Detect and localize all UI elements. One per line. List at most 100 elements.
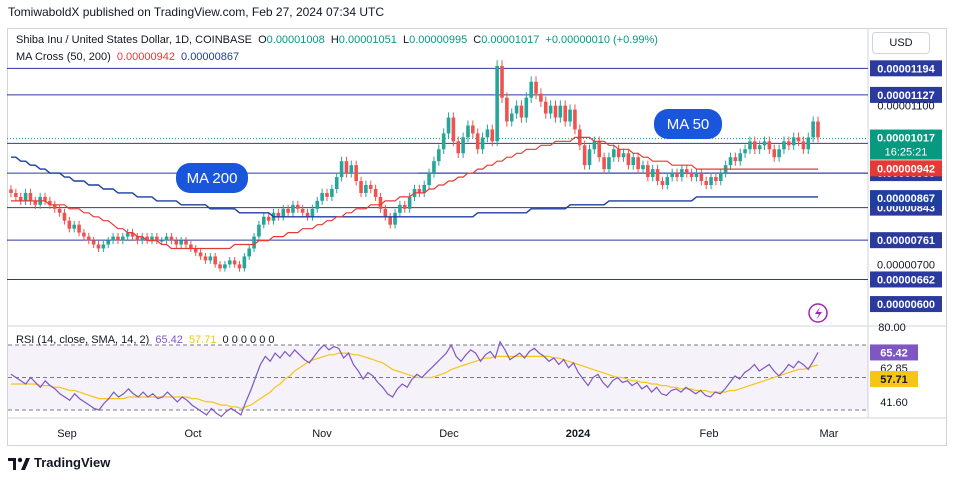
candle-body <box>393 212 397 225</box>
candle-body <box>315 200 320 209</box>
candle-body <box>451 117 456 142</box>
candle-body <box>383 208 388 217</box>
alert-lightning-icon <box>808 303 828 323</box>
tradingview-brand[interactable]: TradingView <box>8 455 110 470</box>
candle-body <box>422 185 427 193</box>
candle-body <box>524 97 529 118</box>
currency-button[interactable]: USD <box>872 32 930 54</box>
ma200-axis-label: 0.00000867 <box>877 193 935 205</box>
price-axis-label: 0.00001194 <box>877 63 935 75</box>
symbol-title[interactable]: Shiba Inu / United States Dollar, 1D, CO… <box>16 34 253 46</box>
candle-body <box>354 165 358 182</box>
candle-body <box>96 244 101 249</box>
candle-body <box>680 169 684 178</box>
candle-body <box>334 177 339 189</box>
candle-body <box>300 208 305 213</box>
candle-body <box>480 137 485 150</box>
price-axis-label-box <box>870 296 942 313</box>
candle-body <box>402 204 407 209</box>
candle-body <box>344 161 349 174</box>
candle-body <box>738 153 743 162</box>
rsi-legend-zeros: 0 0 0 0 0 0 <box>222 334 275 346</box>
candle-body <box>446 117 451 134</box>
candle-body <box>150 236 154 241</box>
candle-body <box>514 105 519 114</box>
candle-body <box>310 208 315 217</box>
candle-body <box>772 149 777 158</box>
candle-body <box>330 188 334 197</box>
current-price-label: 0.00001017 <box>877 133 935 145</box>
candle-body <box>276 212 281 217</box>
candle-body <box>670 173 674 178</box>
candle-body <box>636 157 640 170</box>
price-axis-label: 0.00000761 <box>877 235 935 247</box>
candle-body <box>116 236 120 241</box>
candle-body <box>505 97 509 122</box>
candle-body <box>757 145 762 150</box>
price-axis-label-box <box>870 60 942 77</box>
candle-body <box>52 204 57 209</box>
candle-body <box>568 109 572 122</box>
candle-body <box>714 177 718 182</box>
symbol-legend-row: Shiba Inu / United States Dollar, 1D, CO… <box>16 34 661 46</box>
candle-body <box>174 240 179 245</box>
candle-body <box>359 181 363 193</box>
candle-body <box>631 157 636 166</box>
candle-body <box>553 105 558 118</box>
candle-body <box>407 196 412 209</box>
candle-body <box>509 113 514 122</box>
rsi-label[interactable]: RSI (14, close, SMA, 14, 2) <box>16 334 150 346</box>
candle-body <box>650 169 655 178</box>
ma200-line <box>11 156 818 218</box>
candle-body <box>689 173 694 178</box>
candle-body <box>82 232 86 237</box>
candle-body <box>179 240 183 245</box>
candle-body <box>466 125 470 138</box>
candle-body <box>811 121 815 138</box>
candle-body <box>232 260 237 265</box>
candle-body <box>364 185 368 193</box>
candle-body <box>261 216 266 225</box>
ma-cross-label[interactable]: MA Cross (50, 200) <box>16 51 111 63</box>
candle-body <box>291 204 295 213</box>
candle-body <box>704 181 708 185</box>
candle-body <box>500 65 504 98</box>
candle-body <box>602 157 606 170</box>
candle-body <box>159 240 164 242</box>
candle-body <box>495 65 499 142</box>
price-axis-label-box <box>870 232 942 249</box>
candle-body <box>621 153 626 158</box>
tradingview-logo-icon <box>8 457 30 470</box>
candle-body <box>427 173 431 185</box>
time-axis-tick-label: Nov <box>312 428 332 440</box>
rsi-axis-label-box <box>870 370 918 387</box>
rsi-axis-top-label: 80.00 <box>878 322 906 334</box>
time-axis-tick-label: Feb <box>700 428 719 440</box>
candle-body <box>684 169 689 174</box>
candle-body <box>782 141 786 150</box>
candle-body <box>9 189 13 193</box>
candle-body <box>534 81 538 94</box>
ma200-legend-value: 0.00000867 <box>181 51 240 63</box>
ma50-axis-badge <box>870 160 942 177</box>
candle-body <box>72 224 76 229</box>
rsi-legend-row: RSI (14, close, SMA, 14, 2) 65.42 57.71 … <box>16 334 278 346</box>
candle-body <box>616 149 621 158</box>
candle-body <box>563 105 568 122</box>
rsi-legend-value: 65.42 <box>155 334 183 346</box>
time-axis-tick-label: Mar <box>820 428 839 440</box>
rsi-axis-label-box <box>870 344 918 361</box>
open-value: 0.00001008 <box>266 34 325 46</box>
candle-body <box>437 149 441 162</box>
candle-body <box>368 185 373 189</box>
candle-body <box>767 141 772 150</box>
ma50-annotation-shape <box>654 109 722 139</box>
candle-body <box>646 165 650 178</box>
candle-body <box>184 240 188 245</box>
candle-body <box>388 216 392 225</box>
ma200-annotation-shape <box>176 163 248 193</box>
change-value: +0.00000010 (+0.99%) <box>545 34 658 46</box>
price-axis-label: 0.00001100 <box>877 101 934 113</box>
alert-lightning-glyph <box>815 307 822 320</box>
